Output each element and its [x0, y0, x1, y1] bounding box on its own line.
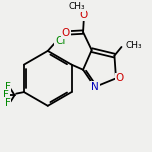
Text: O: O: [80, 10, 88, 20]
Text: O: O: [62, 28, 70, 38]
Text: O: O: [116, 73, 124, 83]
Text: F: F: [3, 90, 9, 100]
Text: CH₃: CH₃: [125, 41, 142, 50]
Text: CH₃: CH₃: [68, 2, 85, 11]
Text: F: F: [5, 82, 10, 92]
Text: N: N: [91, 82, 99, 92]
Text: F: F: [5, 98, 10, 108]
Text: Cl: Cl: [55, 36, 66, 46]
